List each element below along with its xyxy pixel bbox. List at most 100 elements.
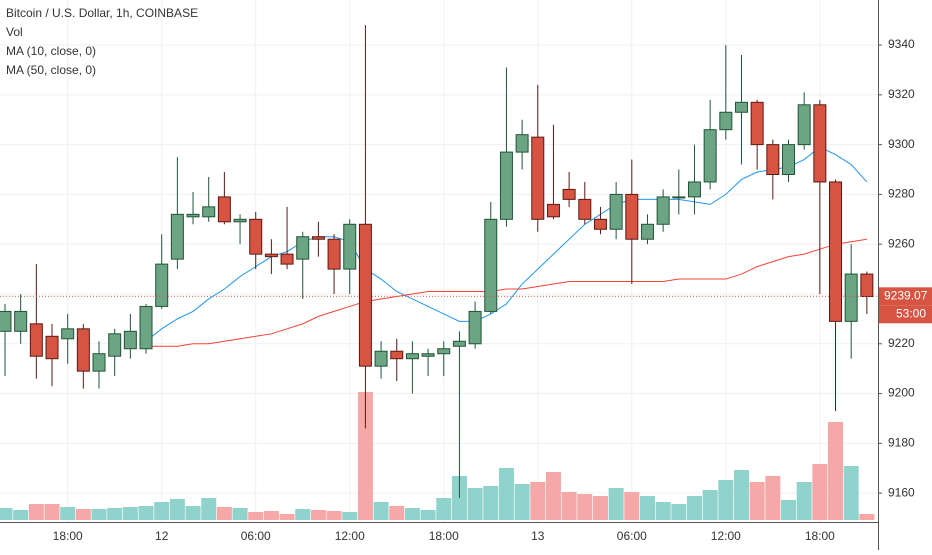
countdown-box [879,305,932,324]
candle-body [734,101,748,113]
candle-body [656,196,670,225]
volume-bar [326,511,342,520]
volume-bar [60,507,76,520]
volume-bar [75,509,91,520]
volume-bar [639,496,655,520]
x-tick-label: 12:00 [335,529,365,543]
volume-bar [812,464,828,520]
volume-bar [44,504,60,520]
volume-bar [13,510,29,520]
candle-body [139,305,153,350]
volume-bar [671,504,687,520]
candle-body [844,273,858,322]
candle-body [546,203,560,218]
candle-body [562,188,576,200]
candle-body [578,198,592,220]
volume-bar [357,392,373,520]
volume-bar [389,506,405,520]
candle-body [405,353,419,360]
volume-bar [373,502,389,520]
volume-bar [169,499,185,520]
volume-bar [404,508,420,520]
y-tick-label: 9200 [888,386,915,400]
volume-bar [91,509,107,520]
candle-body [860,273,874,297]
volume-bar [749,482,765,520]
candle-body [249,218,263,255]
candle-body [0,310,12,332]
ma-line [146,238,867,347]
candle-body [672,196,686,199]
candle-body [358,223,372,367]
volume-bar [781,500,796,520]
volume-bar [248,512,264,520]
candle-body [515,134,529,153]
candle-body [217,196,231,223]
volume-bar [232,508,248,520]
candle-body [593,218,607,230]
volume-bar [545,472,561,520]
candle-body [484,218,498,312]
volume-bar [138,506,154,520]
volume-bar [201,498,217,520]
y-tick-label: 9280 [888,187,915,201]
candle-body [421,353,435,357]
candle-body [499,151,513,220]
volume-bar [216,507,232,520]
volume-bar [467,488,483,520]
volume-bar [828,422,844,520]
volume-bar [592,496,608,520]
candle-body [155,263,169,307]
volume-bar [514,484,530,520]
candle-body [343,223,357,270]
volume-bar [436,498,452,520]
candle-body [719,111,733,131]
candle-body [327,238,341,270]
candle-body [170,213,184,260]
candle-body [233,218,247,223]
candle-body [782,144,795,175]
volume-bar [733,470,749,520]
candle-body [108,333,122,357]
countdown-label: 53:00 [896,306,926,320]
candle-body [374,350,388,367]
candle-body [202,206,216,218]
candle-body [531,136,545,220]
candle-body [813,104,827,183]
candle-body [264,253,278,258]
volume-bar [107,508,123,520]
candle-body [280,253,294,265]
x-tick-label: 18:00 [53,529,83,543]
volume-bar [498,468,514,520]
candle-body [76,328,90,372]
volume-bar [765,476,781,520]
legend-item: MA (10, close, 0) [6,44,96,58]
chart-title: Bitcoin / U.S. Dollar, 1h, COINBASE [6,6,198,20]
x-tick-label: 18:00 [805,529,835,543]
x-tick-label: 06:00 [617,529,647,543]
volume-bar [577,494,593,520]
ma-line [145,146,868,342]
y-tick-label: 9340 [888,37,915,51]
candle-body [703,129,717,183]
volume-bar [624,492,640,520]
candle-body [452,340,466,347]
volume-bar [279,514,295,520]
candle-body [92,353,106,372]
candle-body [468,310,482,345]
candle-body [14,310,28,332]
volume-bar [342,512,358,520]
volume-bar [295,509,311,520]
candle-body [766,144,780,175]
x-tick-label: 12 [155,529,169,543]
candle-body [437,348,451,355]
y-tick-label: 9300 [888,137,915,151]
volume-bar [0,508,13,520]
y-tick-label: 9180 [888,436,915,450]
volume-bar [483,486,499,520]
candle-body [311,236,325,240]
candle-body [123,330,137,350]
volume-bar [28,504,44,520]
